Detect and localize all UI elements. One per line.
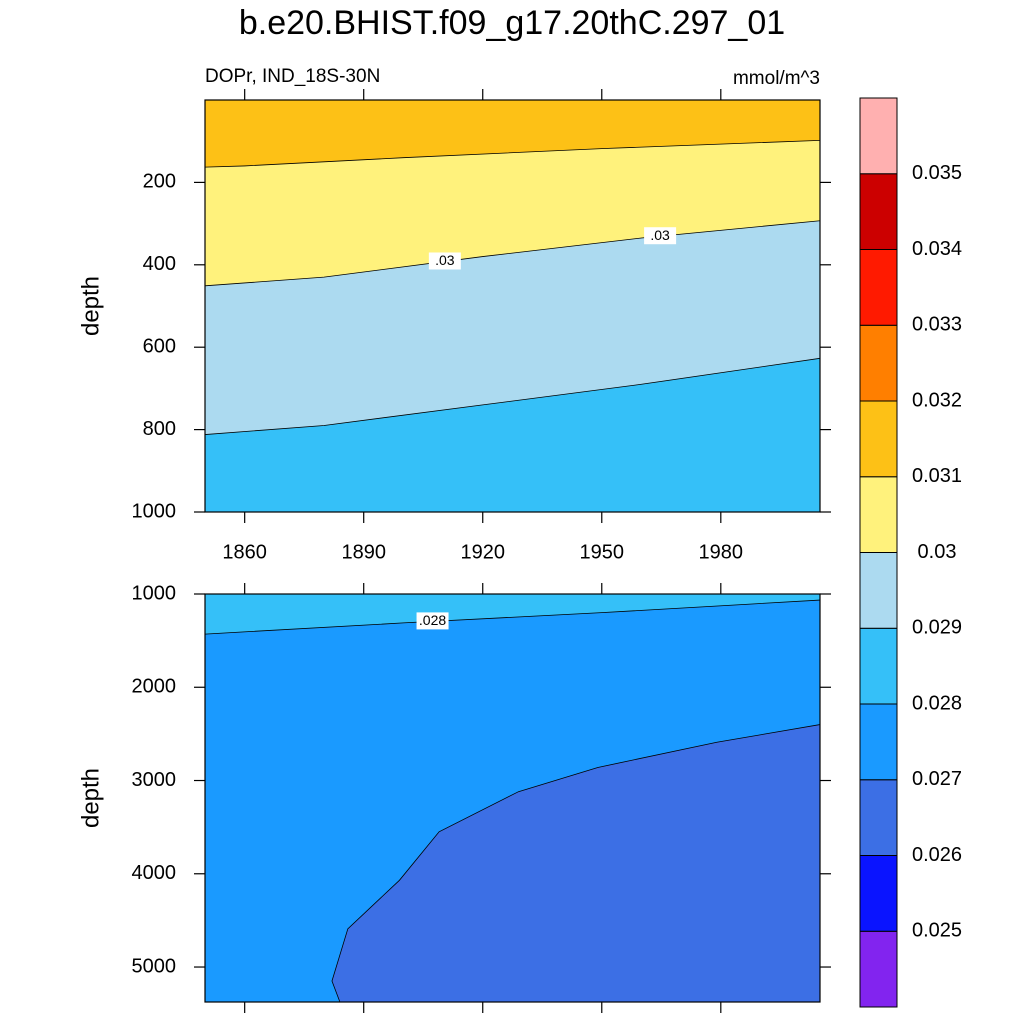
y-axis-label: depth <box>77 276 104 336</box>
panel: .028 1000 2000 3000 4000 5000 depth <box>77 582 831 1013</box>
colorbar: 0.025 0.026 0.027 0.028 0.029 0.03 0.031 0.032 0… <box>859 97 962 1008</box>
contour-line <box>204 220 821 287</box>
x-tick-label: 1860 <box>222 541 267 563</box>
x-tick-label: 1980 <box>699 541 744 563</box>
contour-label: .03 <box>650 227 670 243</box>
y-tick-label: 5000 <box>132 955 177 977</box>
panel: .03 .03 1860 1890 1920 1950 1980 200 400 600 800 10… <box>77 89 831 563</box>
contour-label: .028 <box>419 612 446 628</box>
y-tick-label: 4000 <box>132 862 177 884</box>
y-tick-label: 400 <box>143 253 176 275</box>
subtitle-left: DOPr, IND_18S-30N <box>205 66 380 87</box>
contour-label-box <box>644 227 677 245</box>
colorbar-label: 0.025 <box>912 920 962 942</box>
colorbar-box <box>859 324 898 402</box>
contour-fill <box>205 358 820 512</box>
y-tick-label: 3000 <box>132 769 177 791</box>
y-tick-label: 200 <box>143 171 176 193</box>
y-tick-label: 1000 <box>132 500 177 522</box>
colorbar-label: 0.029 <box>912 617 962 639</box>
colorbar-box <box>859 930 898 1008</box>
colorbar-label: 0.032 <box>912 389 962 411</box>
y-tick-label: 800 <box>143 418 176 440</box>
colorbar-box <box>859 249 898 326</box>
plot-frame <box>204 99 821 513</box>
x-tick-label: 1920 <box>460 541 505 563</box>
contour-line <box>204 139 821 168</box>
chart-title: b.e20.BHIST.f09_g17.20thC.297_01 <box>239 4 785 42</box>
colorbar-box <box>859 855 898 932</box>
colorbar-label: 0.034 <box>912 238 962 260</box>
x-tick-label: 1890 <box>341 541 386 563</box>
contour-label-box <box>416 612 449 630</box>
colorbar-label: 0.026 <box>912 844 962 866</box>
colorbar-box <box>859 552 898 629</box>
colorbar-label: 0.035 <box>912 162 962 184</box>
contour-line <box>331 724 821 1003</box>
contour-line <box>204 357 821 435</box>
colorbar-box <box>859 400 898 478</box>
x-tick-label: 1950 <box>580 541 625 563</box>
y-tick-label: 1000 <box>132 582 177 604</box>
plot-frame <box>204 593 821 1003</box>
contour-label: .03 <box>435 252 455 268</box>
colorbar-box <box>859 779 898 856</box>
y-tick-label: 600 <box>143 335 176 357</box>
colorbar-box <box>859 627 898 705</box>
subtitle-right: mmol/m^3 <box>733 68 820 89</box>
colorbar-box <box>859 173 898 250</box>
contour-line <box>204 599 821 635</box>
colorbar-label: 0.028 <box>912 692 962 714</box>
colorbar-box <box>859 703 898 781</box>
contour-label-box <box>428 252 461 270</box>
contour-fill <box>331 724 820 1002</box>
y-axis-label: depth <box>77 768 104 828</box>
colorbar-label: 0.033 <box>912 314 962 336</box>
colorbar-box <box>859 97 898 175</box>
y-tick-label: 2000 <box>132 676 177 698</box>
colorbar-label: 0.027 <box>912 768 962 790</box>
colorbar-box <box>859 476 898 553</box>
colorbar-label: 0.031 <box>912 465 962 487</box>
colorbar-label: 0.03 <box>918 541 957 563</box>
